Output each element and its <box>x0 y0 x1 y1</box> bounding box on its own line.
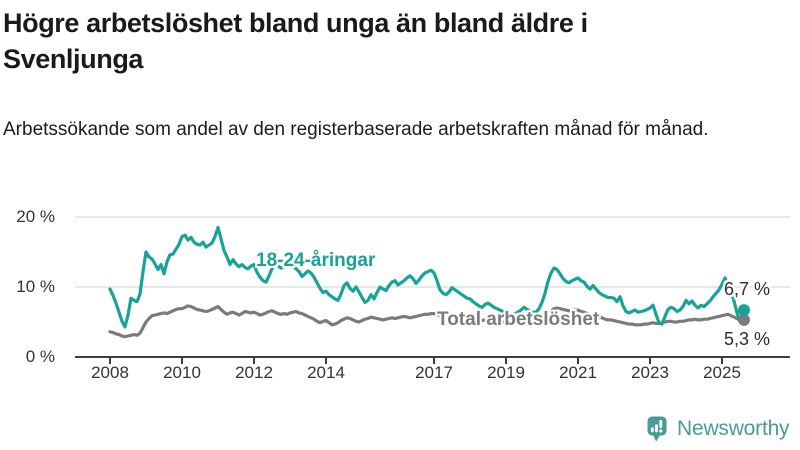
chart-subtitle: Arbetssökande som andel av den registerb… <box>3 119 709 140</box>
x-axis-label-2008: 2008 <box>91 363 129 382</box>
newsworthy-bubble-chart-icon <box>647 416 667 442</box>
youth-line <box>108 225 745 329</box>
series-label-total: Total arbetslöshet <box>437 309 600 330</box>
title-line-2: Svenljunga <box>3 44 144 74</box>
total-end-value-label: 5,3 % <box>724 329 771 349</box>
youth-end-value-label: 6,7 % <box>724 279 771 299</box>
title-line-1: Högre arbetslöshet bland unga än bland ä… <box>3 8 588 38</box>
x-axis-label-2019: 2019 <box>487 363 525 382</box>
newsworthy-logo: Newsworthy <box>647 415 797 445</box>
x-axis-label-2012: 2012 <box>235 363 273 382</box>
x-axis-label-2017: 2017 <box>415 363 453 382</box>
x-axis-label-2014: 2014 <box>307 363 345 382</box>
youth-end-dot <box>738 304 750 317</box>
x-axis-label-2021: 2021 <box>559 363 597 382</box>
series-label-youth: 18-24-åringar <box>256 250 376 271</box>
page-title: Högre arbetslöshet bland unga än bland ä… <box>3 5 795 77</box>
x-axis-label-2025: 2025 <box>703 363 741 382</box>
total-line <box>108 304 745 339</box>
y-axis-label-20: 20 % <box>16 207 55 226</box>
y-axis-label-10: 10 % <box>16 277 55 296</box>
y-axis-label-0: 0 % <box>25 347 55 366</box>
x-axis-label-2010: 2010 <box>163 363 201 382</box>
total-end-dot <box>738 313 750 326</box>
x-axis-label-2023: 2023 <box>631 363 669 382</box>
newsworthy-wordmark: Newsworthy <box>677 417 790 440</box>
